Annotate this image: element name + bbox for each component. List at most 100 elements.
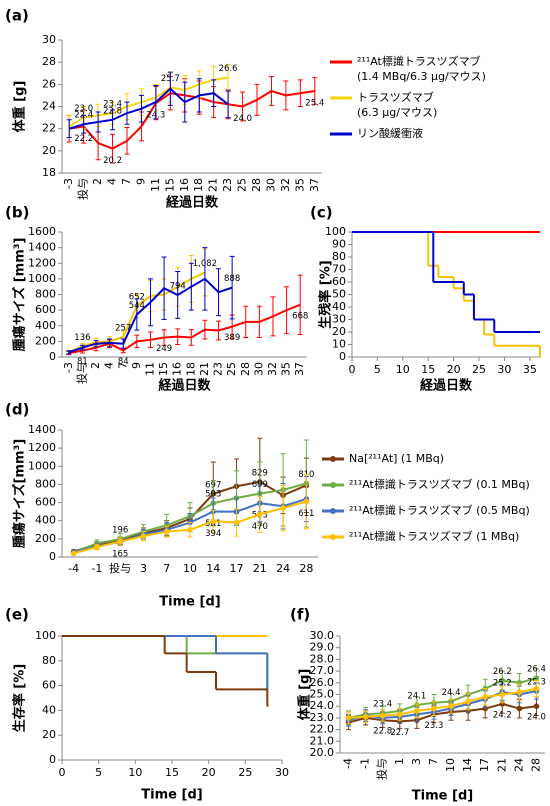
x-tick-label: 28 [529,758,542,772]
x-tick-label: 23 [212,362,225,376]
y-tick-label: 40 [42,703,56,716]
y-tick-label: 200 [35,532,56,545]
y-tick-label: 20 [42,728,56,741]
y-tick-label: 1400 [28,423,56,436]
x-tick-label: 投与 [375,758,389,780]
y-tick-label: 28.0 [310,652,335,665]
legend-label: ²¹¹At標識トラスツズマブ [357,54,481,68]
x-tick-label: 17 [478,758,491,772]
legend-marker [330,482,336,488]
value-label: 81 [77,357,88,367]
y-tick-label: 40 [332,300,346,313]
point [140,533,147,539]
series-line [68,277,233,354]
point [362,713,369,720]
y-tick-label: 800 [35,477,56,490]
x-tick-label: -3 [62,178,75,189]
value-label: 136 [74,333,90,343]
x-tick-label: 11 [149,178,162,192]
point [465,698,471,705]
series-line [68,87,229,130]
value-label: 888 [224,274,240,284]
y-tick-label: 21.0 [310,734,335,747]
y-tick-label: 30 [332,313,346,326]
series-line [68,303,301,355]
y-tick-label: 60 [332,275,346,288]
panel-label: (e) [5,606,29,624]
x-tick-label: 20 [202,766,216,779]
x-tick-label: 14 [461,758,474,772]
y-tick-label: 30 [42,33,56,46]
point [117,538,123,545]
x-tick-label: -1 [359,758,372,769]
y-tick-label: 400 [35,514,56,527]
x-axis-label: Time [d] [412,789,473,804]
x-tick-label: -3 [62,362,75,373]
y-tick-label: 30.0 [310,629,335,642]
x-tick-label: 20 [447,363,461,376]
legend-label: (1.4 MBq/6.3 μg/マウス) [357,70,486,83]
x-axis-label: Time [d] [141,788,202,803]
x-tick-label: 11 [143,362,156,376]
point [482,694,489,700]
x-tick-label: 10 [396,363,410,376]
y-tick-label: 27.0 [310,664,335,677]
y-tick-label: 22 [42,122,56,135]
legend-label: ²¹¹At標識トラスツズマブ (1 MBq) [349,529,519,543]
y-tick-label: 100 [325,225,346,238]
x-tick-label: -1 [91,562,102,575]
y-tick-label: 29.0 [310,641,335,654]
y-axis-label: 生存率 [%] [12,664,28,732]
value-label: 26.2 [493,667,512,677]
value-label: 24.0 [527,713,546,723]
error-bar [312,77,318,105]
y-axis-label: 生残率 [%] [318,260,334,328]
y-tick-label: 0 [49,753,56,766]
point [499,677,506,684]
point [533,675,540,681]
x-tick-label: 9 [130,362,143,369]
x-tick-label: 28 [239,362,252,376]
y-tick-label: 80 [42,654,56,667]
y-axis-label: 腫瘍サイズ [mm³] [12,238,28,352]
x-tick-label: 25 [236,178,249,192]
value-label: 25.2 [493,679,512,689]
x-tick-label: 4 [106,178,119,185]
point [516,689,523,695]
series-line [348,677,537,719]
point [345,715,352,721]
point [94,544,100,550]
point [70,550,77,557]
value-label: 22.7 [390,728,409,738]
y-tick-label: 0 [339,350,346,363]
error-bar [229,255,235,320]
value-label: 470 [252,522,268,532]
y-tick-label: 0 [49,550,56,563]
y-tick-label: 50 [332,288,346,301]
x-tick-label: 5 [95,766,102,779]
point [396,711,403,718]
x-tick-label: 投与 [74,362,88,384]
series-line [348,702,537,724]
y-axis-label: 腫瘍サイズ[mm³] [12,439,28,548]
value-label: 22.2 [74,134,93,144]
x-tick-label: 32 [279,178,292,192]
value-label: 24.1 [407,692,426,702]
point [379,712,386,719]
panel-label: (d) [5,401,29,419]
x-tick-label: 17 [230,562,244,575]
series-line [348,687,537,719]
x-tick-label: 15 [157,362,170,376]
value-label: 544 [129,301,145,311]
legend-label: トラスツズマブ [357,90,434,104]
y-tick-label: 20 [42,144,56,157]
y-tick-label: 28 [42,55,56,68]
y-tick-label: 1200 [28,441,56,454]
value-label: 26.4 [527,665,546,675]
value-label: 794 [170,281,186,291]
x-tick-label: 10 [183,562,197,575]
x-tick-label: 37 [293,362,306,376]
x-tick-label: 1 [393,758,406,765]
y-tick-label: 10 [332,338,346,351]
value-label: 249 [156,344,172,354]
